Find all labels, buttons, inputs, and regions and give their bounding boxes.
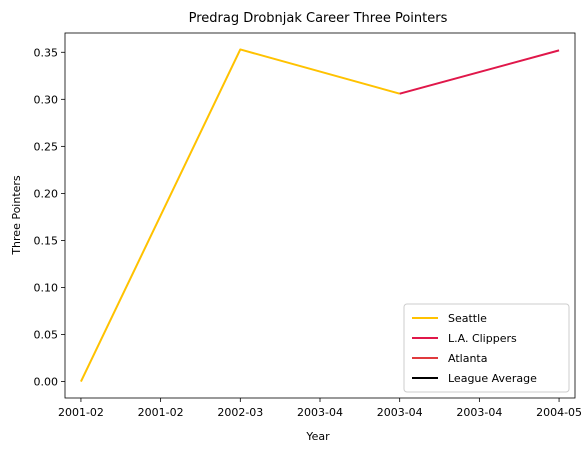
x-tick-label: 2001-02 [58,406,104,419]
chart-title: Predrag Drobnjak Career Three Pointers [189,11,448,26]
legend-label: L.A. Clippers [448,332,517,345]
series-line-1 [399,49,560,95]
x-tick-label: 2001-02 [138,406,184,419]
y-tick-label: 0.10 [34,281,59,294]
legend-box [403,303,570,393]
series-line-0 [80,48,400,382]
y-tick-label: 0.30 [34,93,59,106]
x-tick-label: 2003-04 [297,406,343,419]
x-tick-label: 2003-04 [456,406,502,419]
y-tick-label: 0.00 [34,376,59,389]
legend-label: Seattle [448,312,487,325]
legend: Seattle L.A. Clippers Atlanta League Averag… [403,303,570,393]
legend-label: League Average [448,372,537,385]
x-axis-label: Year [305,430,330,443]
y-tick-label: 0.15 [34,234,59,247]
y-tick-label: 0.25 [34,140,59,153]
x-tick-label: 2003-04 [377,406,423,419]
y-tick-label: 0.20 [34,187,59,200]
legend-label: Atlanta [448,352,487,365]
y-tick-label: 0.35 [34,46,59,59]
x-axis: 2001-02 2001-02 2002-03 2003-04 2003-04 2003-… [58,398,582,419]
x-tick-label: 2002-03 [217,406,263,419]
x-tick-label: 2004-05 [536,406,582,419]
y-tick-label: 0.05 [34,329,59,342]
y-axis-label: Three Pointers [10,175,23,256]
y-axis: 0.00 0.05 0.10 0.15 0.20 0.25 0.30 0.35 [34,46,65,389]
plot-area [80,48,560,382]
